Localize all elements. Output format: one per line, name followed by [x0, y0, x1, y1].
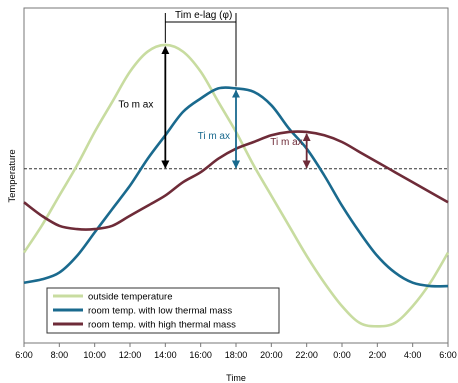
- y-axis-label: Temperature: [7, 149, 18, 202]
- ti-max-low-mass-label: Ti m ax: [198, 131, 230, 142]
- x-tick-label: 4:00: [404, 350, 422, 360]
- time-lag-annotation: Tim e-lag (φ): [164, 10, 237, 87]
- x-tick-label: 14:00: [154, 350, 177, 360]
- x-axis-label: Time: [226, 373, 246, 383]
- ti-max-high-mass-label: Ti m ax: [270, 137, 302, 148]
- legend-box: [46, 287, 280, 334]
- x-tick-label: 8:00: [51, 350, 69, 360]
- x-tick-label: 6:00: [15, 350, 33, 360]
- x-tick-label: 10:00: [83, 350, 106, 360]
- x-axis-ticks: 6:00 8:00 10:00 12:00 14:00 16:00 18:00 20:00 22…: [15, 343, 457, 360]
- x-tick-label: 2:00: [369, 350, 387, 360]
- x-tick-label: 6:00: [439, 350, 457, 360]
- legend: outside temperature room temp. with low …: [46, 287, 280, 334]
- series-line-room-low-thermal-mass: [23, 86, 449, 288]
- x-tick-label: 18:00: [225, 350, 248, 360]
- legend-label-outside-temperature: outside temperature: [88, 292, 173, 303]
- x-tick-label: 22:00: [295, 350, 318, 360]
- time-lag-label: Tim e-lag (φ): [175, 10, 232, 21]
- legend-label-room-low-thermal-mass: room temp. with low thermal mass: [88, 306, 232, 317]
- to-max-label: To m ax: [118, 99, 153, 110]
- x-tick-label: 16:00: [189, 350, 212, 360]
- x-tick-label: 12:00: [119, 350, 142, 360]
- legend-label-room-high-thermal-mass: room temp. with high thermal mass: [88, 320, 236, 331]
- x-tick-label: 0:00: [333, 350, 351, 360]
- x-tick-label: 20:00: [260, 350, 283, 360]
